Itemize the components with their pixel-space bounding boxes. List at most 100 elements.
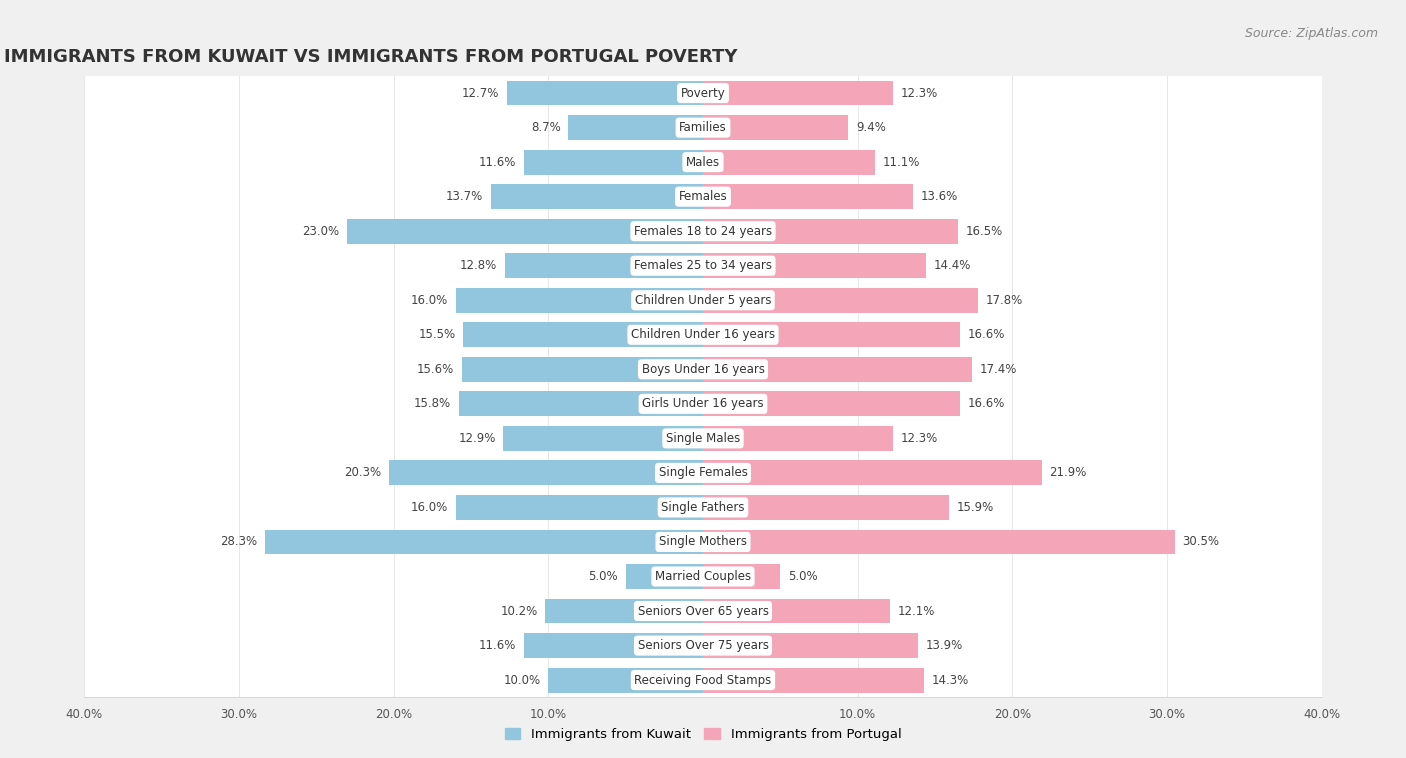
Bar [506, 80, 703, 105]
Text: 15.5%: 15.5% [419, 328, 456, 341]
Bar [84, 490, 1322, 525]
Bar [84, 525, 1322, 559]
Bar [464, 322, 703, 347]
Text: 16.6%: 16.6% [967, 397, 1005, 410]
Text: Seniors Over 75 years: Seniors Over 75 years [637, 639, 769, 652]
Bar [703, 460, 1042, 485]
Text: Single Males: Single Males [666, 432, 740, 445]
Text: Single Fathers: Single Fathers [661, 501, 745, 514]
Text: Seniors Over 65 years: Seniors Over 65 years [637, 605, 769, 618]
Text: 28.3%: 28.3% [221, 535, 257, 549]
Text: Females 18 to 24 years: Females 18 to 24 years [634, 224, 772, 238]
Bar [84, 249, 1322, 283]
Bar [703, 288, 979, 313]
Bar [703, 495, 949, 520]
Bar [84, 214, 1322, 249]
Bar [84, 352, 1322, 387]
Bar [703, 219, 959, 243]
Text: Males: Males [686, 155, 720, 168]
Text: 12.7%: 12.7% [461, 86, 499, 99]
Bar [523, 149, 703, 174]
Bar [491, 184, 703, 209]
Bar [84, 628, 1322, 662]
Text: IMMIGRANTS FROM KUWAIT VS IMMIGRANTS FROM PORTUGAL POVERTY: IMMIGRANTS FROM KUWAIT VS IMMIGRANTS FRO… [4, 48, 737, 66]
Text: Receiving Food Stamps: Receiving Food Stamps [634, 674, 772, 687]
Text: 15.9%: 15.9% [956, 501, 994, 514]
Bar [503, 426, 703, 451]
Text: 13.9%: 13.9% [925, 639, 963, 652]
Text: 9.4%: 9.4% [856, 121, 886, 134]
Text: 10.2%: 10.2% [501, 605, 537, 618]
Bar [703, 184, 914, 209]
Text: 23.0%: 23.0% [302, 224, 340, 238]
Bar [347, 219, 703, 243]
Bar [458, 391, 703, 416]
Bar [568, 115, 703, 140]
Bar [703, 391, 960, 416]
Legend: Immigrants from Kuwait, Immigrants from Portugal: Immigrants from Kuwait, Immigrants from … [499, 723, 907, 747]
Text: Single Mothers: Single Mothers [659, 535, 747, 549]
Bar [84, 111, 1322, 145]
Text: 14.3%: 14.3% [932, 674, 969, 687]
Bar [523, 633, 703, 658]
Text: 20.3%: 20.3% [344, 466, 381, 479]
Bar [703, 80, 893, 105]
Bar [461, 357, 703, 382]
Text: 12.3%: 12.3% [901, 432, 938, 445]
Text: Single Females: Single Females [658, 466, 748, 479]
Bar [703, 564, 780, 589]
Text: Children Under 16 years: Children Under 16 years [631, 328, 775, 341]
Text: 21.9%: 21.9% [1049, 466, 1087, 479]
Text: Families: Families [679, 121, 727, 134]
Bar [84, 421, 1322, 456]
Text: 5.0%: 5.0% [588, 570, 619, 583]
Bar [84, 559, 1322, 594]
Bar [84, 180, 1322, 214]
Text: Females 25 to 34 years: Females 25 to 34 years [634, 259, 772, 272]
Bar [84, 594, 1322, 628]
Bar [703, 357, 972, 382]
Bar [703, 530, 1175, 554]
Bar [84, 283, 1322, 318]
Text: Boys Under 16 years: Boys Under 16 years [641, 363, 765, 376]
Bar [389, 460, 703, 485]
Text: 11.6%: 11.6% [478, 639, 516, 652]
Bar [84, 387, 1322, 421]
Text: Married Couples: Married Couples [655, 570, 751, 583]
Bar [703, 322, 960, 347]
Text: 17.4%: 17.4% [980, 363, 1017, 376]
Text: 10.0%: 10.0% [503, 674, 540, 687]
Text: 13.6%: 13.6% [921, 190, 959, 203]
Bar [266, 530, 703, 554]
Text: 12.9%: 12.9% [458, 432, 496, 445]
Bar [84, 145, 1322, 180]
Bar [456, 288, 703, 313]
Text: 16.5%: 16.5% [966, 224, 1002, 238]
Bar [548, 668, 703, 693]
Bar [703, 426, 893, 451]
Bar [703, 253, 925, 278]
Bar [703, 149, 875, 174]
Bar [84, 456, 1322, 490]
Bar [546, 599, 703, 624]
Text: 12.8%: 12.8% [460, 259, 498, 272]
Text: 15.6%: 15.6% [416, 363, 454, 376]
Bar [84, 318, 1322, 352]
Bar [703, 115, 848, 140]
Text: Females: Females [679, 190, 727, 203]
Text: Poverty: Poverty [681, 86, 725, 99]
Text: Children Under 5 years: Children Under 5 years [634, 294, 772, 307]
Text: 11.6%: 11.6% [478, 155, 516, 168]
Bar [84, 76, 1322, 111]
Text: 13.7%: 13.7% [446, 190, 484, 203]
Bar [703, 633, 918, 658]
Text: 16.0%: 16.0% [411, 501, 447, 514]
Text: 15.8%: 15.8% [413, 397, 451, 410]
Text: 12.3%: 12.3% [901, 86, 938, 99]
Bar [703, 668, 924, 693]
Bar [626, 564, 703, 589]
Bar [456, 495, 703, 520]
Text: 17.8%: 17.8% [986, 294, 1024, 307]
Text: 16.0%: 16.0% [411, 294, 447, 307]
Text: 11.1%: 11.1% [883, 155, 920, 168]
